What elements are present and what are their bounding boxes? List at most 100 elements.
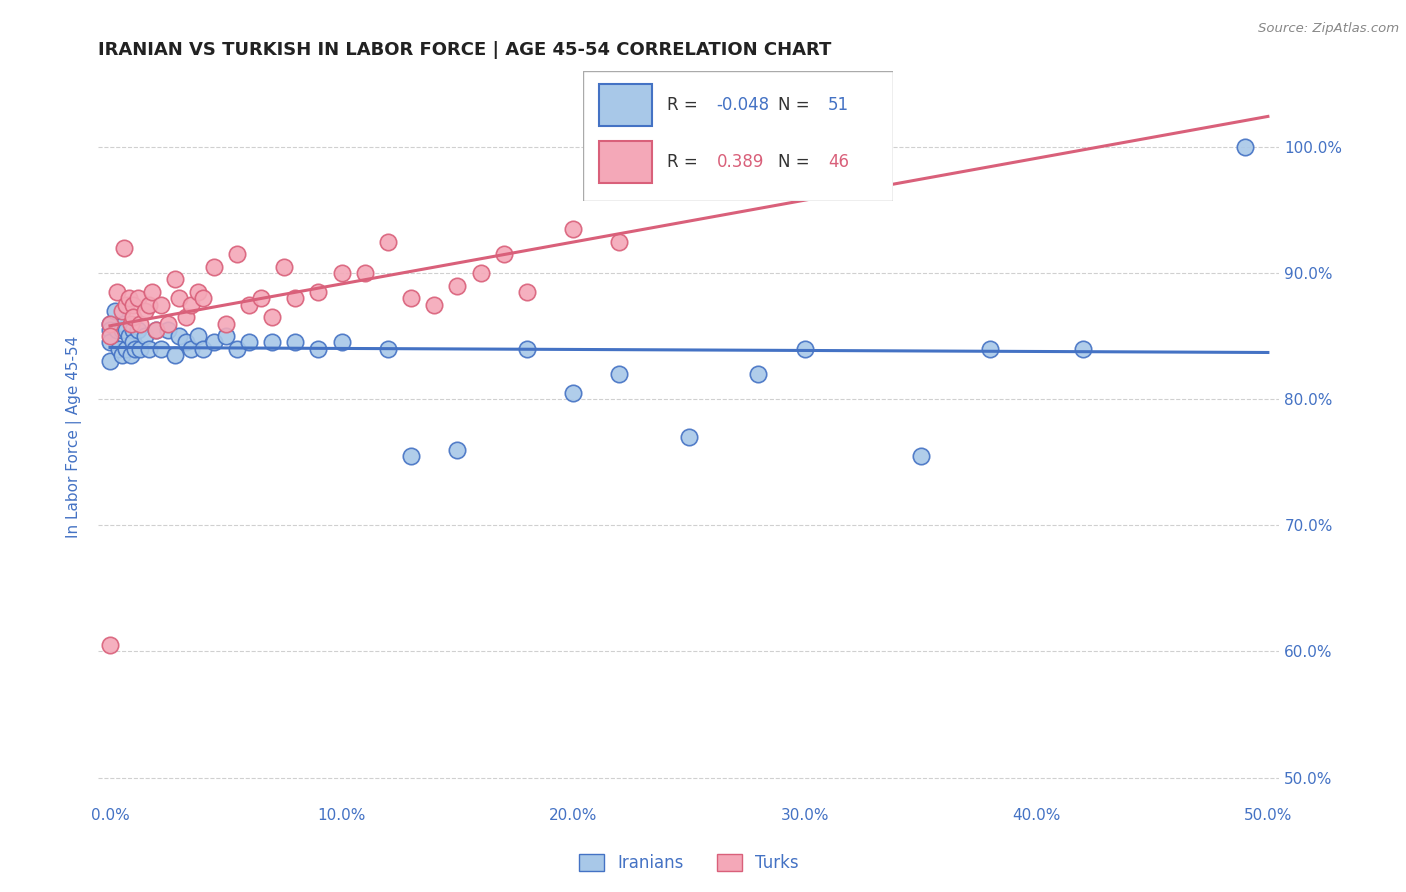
Text: 0.389: 0.389 — [717, 153, 763, 171]
Point — [226, 247, 249, 261]
Point — [169, 291, 191, 305]
Point — [115, 323, 138, 337]
Point — [176, 335, 198, 350]
Point — [180, 298, 202, 312]
Point — [120, 348, 142, 362]
Point — [470, 266, 492, 280]
Point — [129, 342, 152, 356]
Legend: Iranians, Turks: Iranians, Turks — [572, 847, 806, 879]
Point — [202, 335, 225, 350]
Point — [678, 184, 700, 198]
Point — [180, 342, 202, 356]
Point — [117, 291, 139, 305]
Point — [105, 323, 128, 337]
Point — [134, 329, 156, 343]
Point — [156, 317, 179, 331]
Point — [145, 323, 167, 337]
Point — [399, 291, 422, 305]
Point — [284, 335, 307, 350]
FancyBboxPatch shape — [599, 141, 651, 183]
Point — [399, 449, 422, 463]
Point — [110, 323, 132, 337]
Text: R =: R = — [666, 96, 697, 114]
Point — [105, 285, 128, 299]
Point — [98, 335, 121, 350]
Point — [98, 354, 121, 368]
Point — [307, 285, 329, 299]
Point — [98, 323, 121, 337]
Point — [122, 335, 145, 350]
Point — [98, 317, 121, 331]
Text: -0.048: -0.048 — [717, 96, 769, 114]
Point — [353, 266, 375, 280]
Point — [609, 235, 631, 249]
Point — [446, 278, 468, 293]
Point — [747, 367, 769, 381]
Point — [516, 342, 538, 356]
Point — [129, 317, 152, 331]
Point — [176, 310, 198, 325]
Point — [149, 342, 172, 356]
Point — [609, 367, 631, 381]
Y-axis label: In Labor Force | Age 45-54: In Labor Force | Age 45-54 — [66, 336, 83, 538]
Point — [793, 342, 815, 356]
Point — [110, 304, 132, 318]
Point — [678, 430, 700, 444]
Point — [98, 329, 121, 343]
Point — [191, 291, 214, 305]
Point — [273, 260, 295, 274]
Point — [238, 335, 260, 350]
Point — [115, 342, 138, 356]
Point — [492, 247, 515, 261]
Point — [516, 285, 538, 299]
Point — [98, 638, 121, 652]
Point — [377, 235, 399, 249]
Point — [98, 317, 121, 331]
Point — [145, 323, 167, 337]
Point — [112, 241, 135, 255]
Point — [446, 442, 468, 457]
Point — [127, 291, 149, 305]
Point — [108, 342, 131, 356]
Point — [141, 285, 163, 299]
Point — [284, 291, 307, 305]
Point — [423, 298, 446, 312]
Point — [226, 342, 249, 356]
Point — [127, 323, 149, 337]
Point — [104, 304, 127, 318]
Point — [215, 329, 238, 343]
Point — [562, 222, 585, 236]
Point — [138, 342, 160, 356]
Point — [377, 342, 399, 356]
Point — [215, 317, 238, 331]
Point — [330, 266, 353, 280]
Point — [262, 310, 284, 325]
Point — [112, 317, 135, 331]
Point — [238, 298, 260, 312]
Point — [169, 329, 191, 343]
Point — [1071, 342, 1094, 356]
Point — [122, 298, 145, 312]
Point — [163, 348, 186, 362]
Text: Source: ZipAtlas.com: Source: ZipAtlas.com — [1258, 22, 1399, 36]
Point — [979, 342, 1001, 356]
FancyBboxPatch shape — [583, 71, 893, 201]
Point — [202, 260, 225, 274]
Text: IRANIAN VS TURKISH IN LABOR FORCE | AGE 45-54 CORRELATION CHART: IRANIAN VS TURKISH IN LABOR FORCE | AGE … — [98, 41, 832, 59]
Point — [115, 298, 138, 312]
Point — [124, 342, 146, 356]
Point — [307, 342, 329, 356]
Point — [149, 298, 172, 312]
Point — [156, 323, 179, 337]
Point — [122, 310, 145, 325]
Point — [249, 291, 271, 305]
FancyBboxPatch shape — [599, 85, 651, 126]
Point — [262, 335, 284, 350]
Point — [1233, 140, 1256, 154]
Text: N =: N = — [779, 153, 810, 171]
Point — [187, 285, 209, 299]
Point — [187, 329, 209, 343]
Point — [134, 304, 156, 318]
Text: N =: N = — [779, 96, 810, 114]
Point — [191, 342, 214, 356]
